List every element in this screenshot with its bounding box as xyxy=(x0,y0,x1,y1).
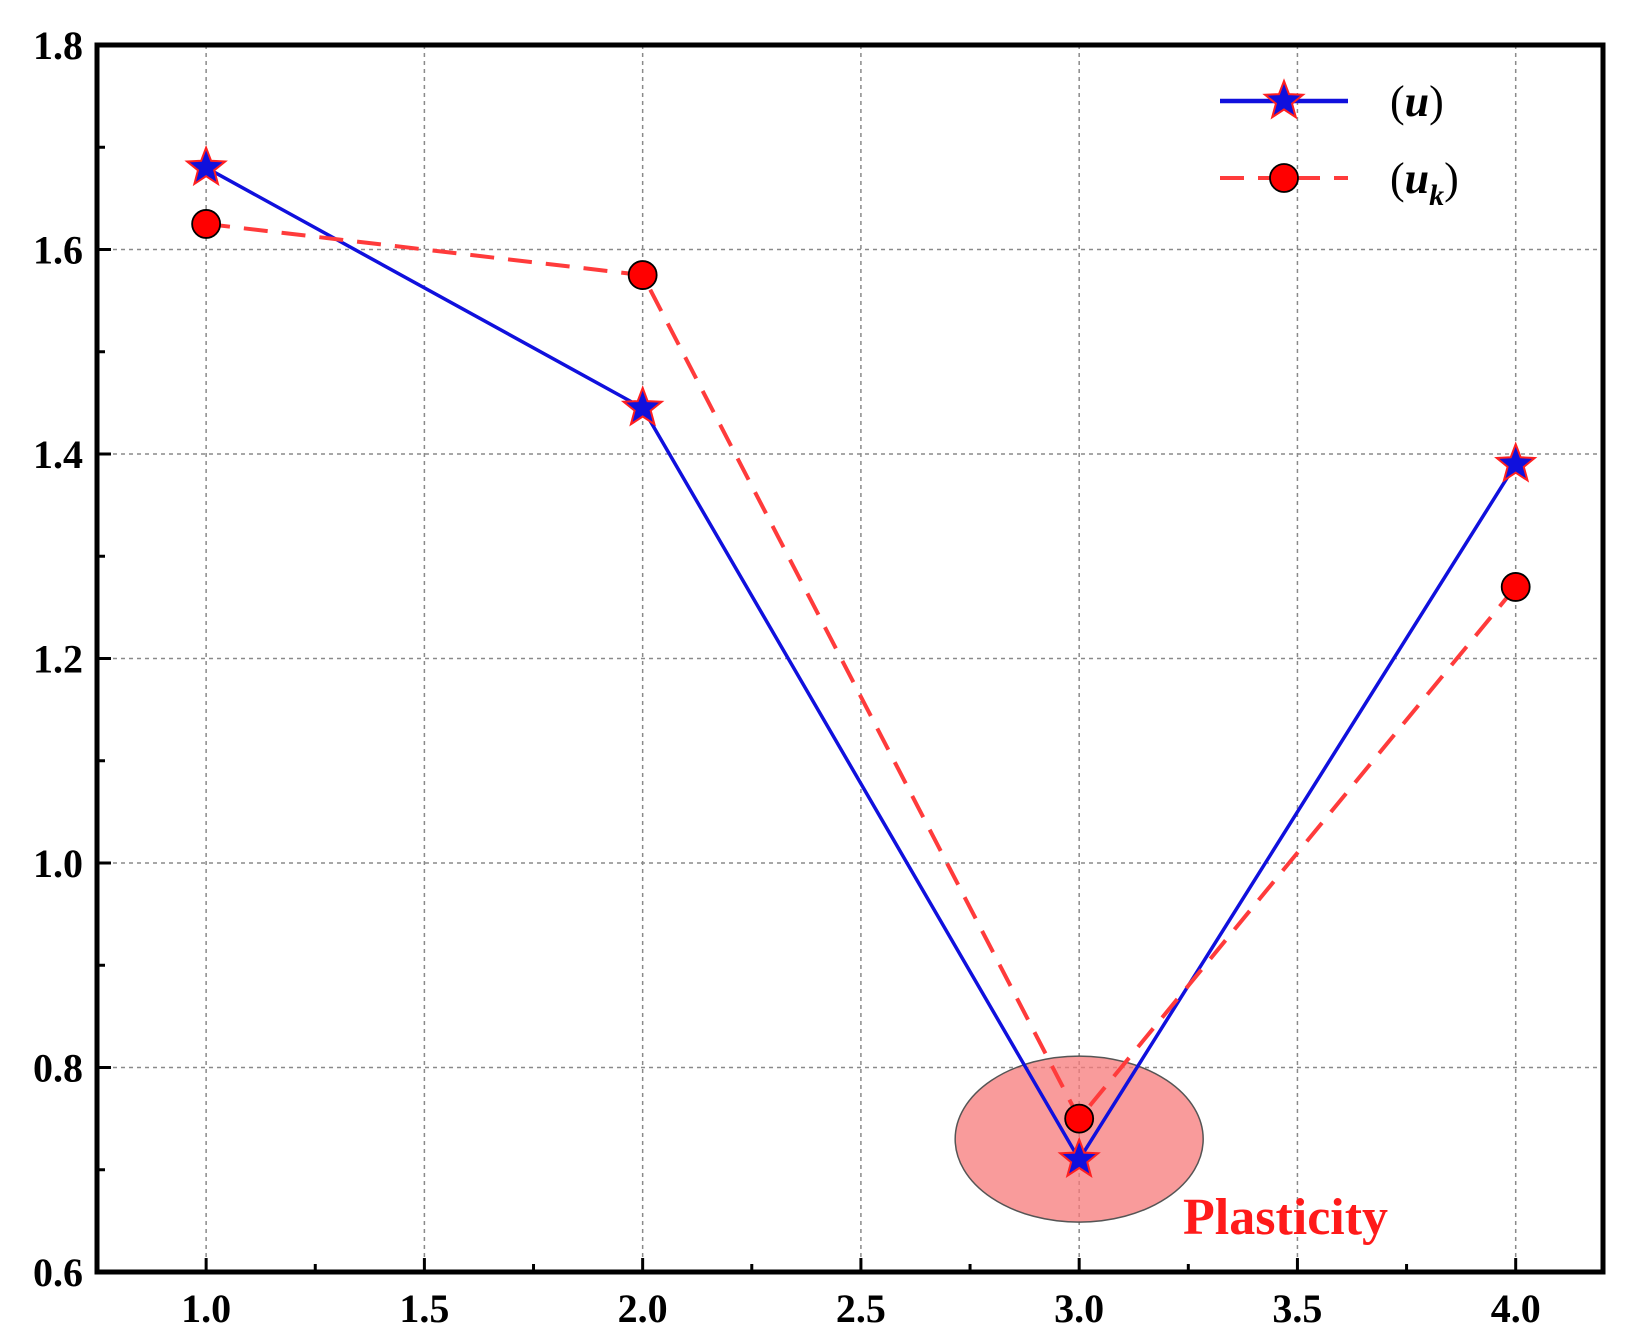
y-tick-label: 1.0 xyxy=(33,841,83,886)
series-line-1 xyxy=(205,221,1518,1121)
axes xyxy=(94,42,1606,1275)
series-markers xyxy=(184,144,1538,1178)
legend-label-0: (u) xyxy=(1390,77,1444,126)
annotation-label: Plasticity xyxy=(1183,1189,1388,1246)
legend-marker-circle xyxy=(1269,163,1299,193)
annotation-labels: Plasticity xyxy=(1183,1189,1388,1246)
grid-lines xyxy=(97,45,1603,1272)
legend-marker-star xyxy=(1262,78,1306,120)
data-point-star xyxy=(1057,1136,1101,1178)
y-tick-label: 1.8 xyxy=(33,23,83,68)
y-tick-label: 1.2 xyxy=(33,637,83,682)
y-tick-label: 1.6 xyxy=(33,228,83,273)
data-point-star xyxy=(620,385,665,427)
data-point-circle xyxy=(627,260,658,290)
data-point-circle xyxy=(1500,572,1531,602)
series-lines xyxy=(205,166,1518,1162)
data-point-circle xyxy=(1064,1103,1095,1134)
y-tick-label: 0.6 xyxy=(33,1250,83,1295)
x-tick-label: 3.0 xyxy=(1054,1286,1104,1331)
y-tick-label: 0.8 xyxy=(33,1046,83,1091)
x-tick-label: 4.0 xyxy=(1491,1286,1541,1331)
x-tick-label: 2.0 xyxy=(618,1286,668,1331)
data-point-star xyxy=(1494,441,1538,483)
data-point-star xyxy=(184,144,228,187)
legend: (u) (uk) xyxy=(1220,77,1459,212)
x-tick-label: 2.5 xyxy=(836,1286,886,1331)
y-tick-label: 1.4 xyxy=(33,432,83,477)
x-tick-label: 1.0 xyxy=(181,1286,231,1331)
x-tick-label: 1.5 xyxy=(399,1286,449,1331)
series-line-0 xyxy=(205,166,1518,1162)
legend-label-1: (uk) xyxy=(1390,154,1459,212)
x-tick-label: 3.5 xyxy=(1272,1286,1322,1331)
tick-labels: 1.0 1.5 2.0 2.5 3.0 3.5 4.0 0.6 0.8 1.0 1.2 1.4 1.6 1… xyxy=(33,23,1541,1331)
data-point-circle xyxy=(191,209,222,239)
